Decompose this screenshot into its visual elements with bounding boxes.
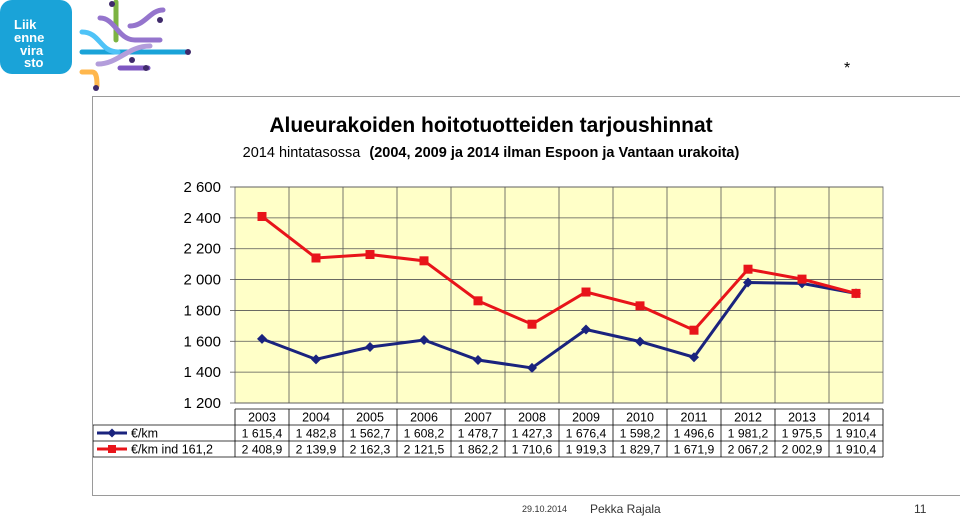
data-value-label: 1 710,6 — [512, 443, 553, 457]
logo-badge — [0, 0, 72, 74]
category-label: 2009 — [572, 411, 600, 425]
footer-page-number: 11 — [914, 502, 927, 516]
data-value-label: 1 608,2 — [404, 427, 445, 441]
chart-frame: Alueurakoiden hoitotuotteiden tarjoushin… — [92, 96, 960, 496]
y-tick-label: 2 600 — [183, 179, 221, 196]
data-point-square — [851, 288, 861, 298]
y-tick-label: 2 200 — [183, 241, 221, 258]
data-value-label: 1 919,3 — [566, 443, 607, 457]
data-value-label: 1 910,4 — [836, 427, 877, 441]
line-chart: Alueurakoiden hoitotuotteiden tarjoushin… — [93, 114, 884, 458]
data-value-label: 1 478,7 — [458, 427, 499, 441]
data-value-label: 1 671,9 — [674, 443, 715, 457]
data-point-diamond — [257, 333, 267, 344]
data-point-square — [527, 319, 537, 329]
legend-label: €/km — [131, 427, 158, 441]
data-value-label: 2 139,9 — [296, 443, 337, 457]
data-value-label: 1 598,2 — [620, 427, 661, 441]
data-point-diamond — [743, 277, 753, 288]
data-table: 2003 2004 2005 2006 2007 2008 2009 2010 2011 2012… — [93, 408, 884, 458]
chart-subtitle-bold: (2004, 2009 ja 2014 ilman Espoon ja Vant… — [369, 145, 739, 161]
chart-title: Alueurakoiden hoitotuotteiden tarjoushin… — [269, 114, 712, 137]
category-label: 2012 — [734, 411, 762, 425]
data-point-square — [581, 287, 591, 297]
footer-author: Pekka Rajala — [590, 502, 661, 516]
data-point-diamond — [473, 355, 483, 366]
logo-route-dots — [93, 1, 191, 91]
y-tick-label: 1 800 — [183, 302, 221, 319]
data-point-square — [365, 250, 375, 260]
category-label: 2007 — [464, 411, 492, 425]
slide-marker: * — [844, 60, 851, 77]
legend-key-marker — [108, 445, 116, 453]
logo-text-line-3: vira — [20, 43, 44, 58]
y-tick-label: 1 600 — [183, 333, 221, 350]
chart-subtitle-prefix: 2014 hintatasossa — [243, 145, 362, 161]
data-point-square — [257, 211, 267, 221]
data-value-label: 1 427,3 — [512, 427, 553, 441]
y-tick-label: 1 400 — [183, 364, 221, 381]
logo-route-graphic — [79, 0, 191, 89]
data-value-label: 1 829,7 — [620, 443, 661, 457]
data-value-label: 1 862,2 — [458, 443, 499, 457]
data-point-diamond — [635, 336, 645, 347]
data-value-label: 2 121,5 — [404, 443, 445, 457]
data-value-label: 2 067,2 — [728, 443, 769, 457]
data-value-label: 2 162,3 — [350, 443, 391, 457]
liikennevirasto-logo: Liik enne vira sto — [0, 0, 191, 91]
category-label: 2005 — [356, 411, 384, 425]
data-point-diamond — [527, 362, 537, 373]
data-point-diamond — [365, 342, 375, 353]
data-point-square — [635, 301, 645, 311]
data-point-diamond — [689, 352, 699, 363]
data-value-label: 1 975,5 — [782, 427, 823, 441]
data-value-label: 1 615,4 — [242, 427, 283, 441]
data-value-label: 1 482,8 — [296, 427, 337, 441]
category-label: 2003 — [248, 411, 276, 425]
logo-text-line-2: enne — [14, 30, 44, 45]
data-point-square — [311, 253, 321, 263]
category-label: 2013 — [788, 411, 816, 425]
data-point-square — [689, 325, 699, 335]
data-value-label: 1 910,4 — [836, 443, 877, 457]
legend-key-marker — [107, 428, 117, 438]
y-tick-label: 1 200 — [183, 395, 221, 412]
y-tick-label: 2 400 — [183, 210, 221, 227]
logo-text-line-1: Liik — [14, 17, 37, 32]
category-label: 2011 — [681, 411, 708, 425]
category-label: 2010 — [626, 411, 654, 425]
data-point-square — [797, 274, 807, 284]
data-value-label: 2 408,9 — [242, 443, 283, 457]
series-line-1 — [261, 280, 857, 370]
category-label: 2008 — [518, 411, 546, 425]
data-point-diamond — [419, 335, 429, 346]
data-value-label: 1 496,6 — [674, 427, 715, 441]
data-point-square — [743, 264, 753, 274]
data-point-diamond — [581, 324, 591, 335]
data-point-square — [473, 296, 483, 306]
series-line-2 — [261, 215, 857, 333]
category-label: 2004 — [302, 411, 330, 425]
data-value-label: 1 676,4 — [566, 427, 607, 441]
data-value-label: 1 981,2 — [728, 427, 769, 441]
chart-subtitle: 2014 hintatasossa (2004, 2009 ja 2014 il… — [243, 145, 740, 161]
y-tick-label: 2 000 — [183, 272, 221, 289]
data-point-diamond — [311, 354, 321, 365]
category-label: 2014 — [842, 411, 870, 425]
data-value-label: 1 562,7 — [350, 427, 391, 441]
legend-label: €/km ind 161,2 — [131, 443, 213, 457]
data-point-square — [419, 256, 429, 266]
category-label: 2006 — [410, 411, 438, 425]
data-value-label: 2 002,9 — [782, 443, 823, 457]
footer-date: 29.10.2014 — [522, 504, 568, 514]
logo-text-line-4: sto — [24, 55, 44, 70]
